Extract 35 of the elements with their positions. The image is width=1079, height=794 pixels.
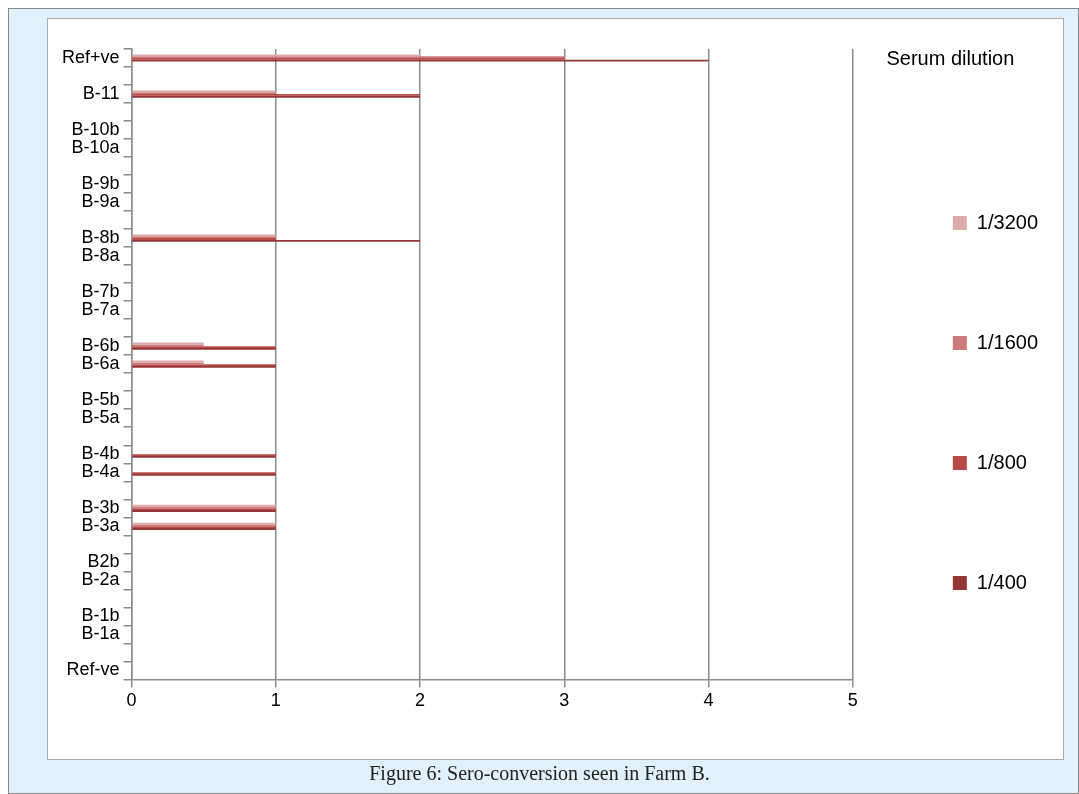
- y-tick-label: B-6a: [81, 353, 121, 374]
- y-tick-label: B-5a: [81, 407, 121, 428]
- legend-title: Serum dilution: [886, 46, 1015, 69]
- y-tick-label: B-7a: [81, 299, 121, 320]
- y-tick-label: B-3a: [81, 515, 121, 536]
- y-tick-label: B-7b: [81, 281, 120, 302]
- y-tick-label: B-11: [82, 83, 120, 103]
- y-tick-label: B-8a: [81, 245, 121, 266]
- y-tick-label: B-4b: [81, 443, 120, 464]
- y-tick-label: B-8b: [81, 227, 120, 248]
- x-tick-label: 5: [847, 690, 858, 711]
- legend-label: 1/1600: [976, 330, 1038, 353]
- x-tick-label: 0: [126, 690, 137, 711]
- x-tick-label: 2: [415, 690, 426, 711]
- y-tick-label: B-2a: [81, 569, 121, 590]
- y-tick-label: B-9b: [81, 173, 120, 194]
- x-tick-label: 4: [703, 690, 714, 711]
- y-tick-label: B-10b: [71, 119, 120, 140]
- y-tick-label: B-6b: [81, 335, 120, 356]
- legend-label: 1/3200: [976, 210, 1038, 233]
- y-tick-label: B-4a: [81, 461, 121, 482]
- y-tick-label: B-5b: [81, 389, 120, 410]
- x-tick-label: 3: [559, 690, 570, 711]
- y-tick-label: B-10a: [71, 137, 121, 158]
- y-tick-label: B2b: [87, 551, 120, 572]
- x-tick-label: 1: [270, 690, 281, 711]
- y-tick-label: B-1a: [81, 623, 121, 644]
- y-tick-label: B-1b: [81, 605, 120, 626]
- caption: Figure 6: Sero-conversion seen in Farm B.: [368, 762, 711, 785]
- y-tick-label: Ref-ve: [66, 659, 120, 680]
- y-tick-label: Ref+ve: [61, 46, 120, 67]
- legend-label: 1/400: [976, 570, 1027, 593]
- y-tick-label: B-3b: [81, 497, 120, 518]
- legend-label: 1/800: [976, 450, 1027, 473]
- y-tick-label: B-9a: [81, 191, 121, 212]
